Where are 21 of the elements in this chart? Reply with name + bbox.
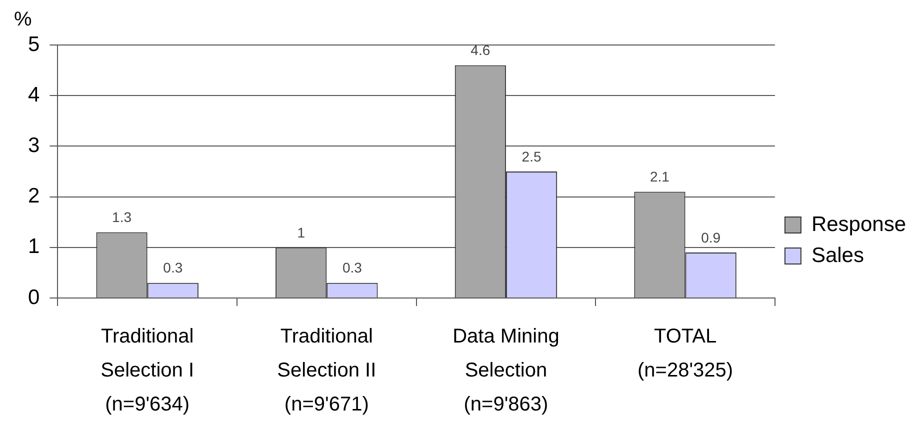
y-tick-label: 2 [28,184,40,208]
y-tick-label: 3 [28,134,40,157]
data-label: 0.3 [163,260,183,276]
x-tick-label: Traditional Selection II (n=9'671) [277,326,376,416]
legend-label: Sales [811,244,864,267]
data-label: 0.9 [701,229,721,246]
data-label: 0.3 [342,260,362,276]
y-tick-label: 1 [28,235,40,258]
data-label: 2.1 [650,168,670,185]
data-label: 1.3 [112,209,132,226]
y-tick-label: 0 [28,286,40,309]
x-tick-label: Data Mining Selection (n=9'863) [452,326,560,416]
x-tick-label: TOTAL (n=28'325) [638,326,734,382]
data-label: 2.5 [522,148,542,164]
data-label: 4.6 [470,42,490,58]
x-tick-label: Traditional Selection I (n=9'634) [100,326,194,416]
data-label: 1 [297,224,306,240]
legend-label: Response [811,212,906,236]
y-axis-title: % [14,8,32,31]
y-tick-label: 4 [28,83,40,106]
y-tick-label: 5 [28,32,40,56]
